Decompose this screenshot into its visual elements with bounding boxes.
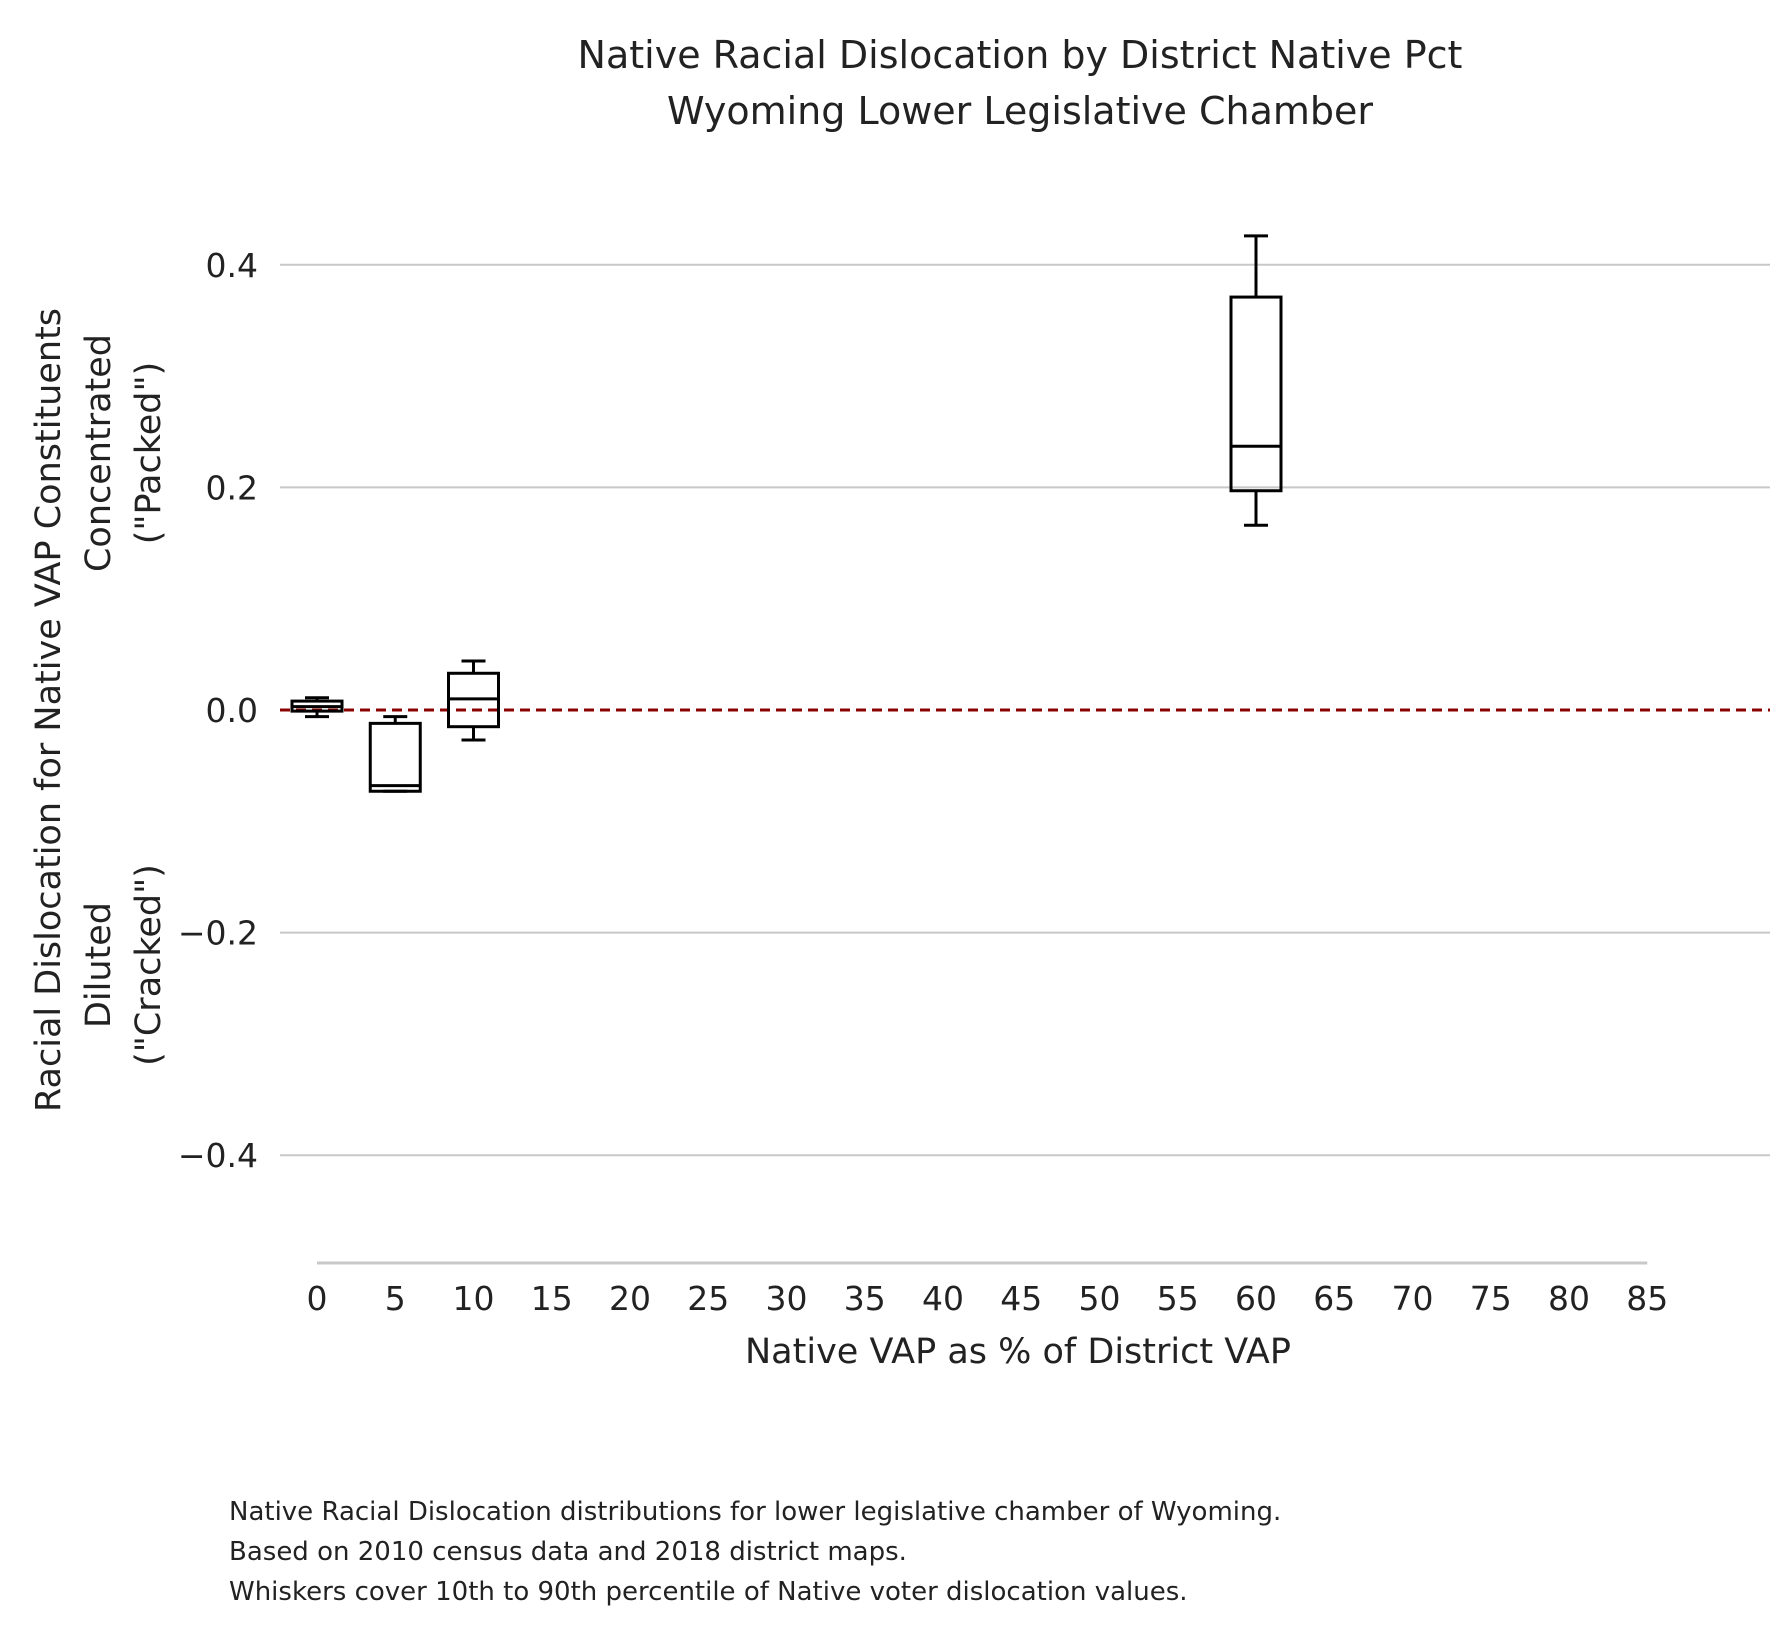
x-tick-label: 45 <box>1000 1279 1042 1318</box>
box-plot-10 <box>447 659 500 742</box>
y-axis-label-concentrated: Concentrated <box>79 334 119 572</box>
y-tick-label: 0.2 <box>206 468 258 507</box>
x-axis-label: Native VAP as % of District VAP <box>745 1332 1291 1372</box>
box-iqr <box>1229 295 1283 493</box>
x-tick-label: 80 <box>1548 1279 1590 1318</box>
x-tick-label: 65 <box>1313 1279 1355 1318</box>
caption-line-2: Based on 2010 census data and 2018 distr… <box>229 1537 907 1567</box>
caption-line-3: Whiskers cover 10th to 90th percentile o… <box>229 1577 1188 1607</box>
box-plot-5 <box>368 715 422 793</box>
y-tick-label: −0.4 <box>178 1136 258 1175</box>
chart-title-line-2: Wyoming Lower Legislative Chamber <box>667 89 1373 133</box>
x-tick-label: 0 <box>307 1279 328 1318</box>
x-tick-label: 40 <box>922 1279 964 1318</box>
x-tick-label: 85 <box>1626 1279 1668 1318</box>
y-axis-label-group: Racial Dislocation for Native VAP Consti… <box>29 308 169 1112</box>
x-tick-label: 70 <box>1392 1279 1434 1318</box>
x-tick-labels: 0 5 10 15 20 25 30 35 40 45 50 55 60 65 70 75 80 85 <box>307 1279 1669 1318</box>
x-tick-label: 35 <box>844 1279 886 1318</box>
y-axis-label: Racial Dislocation for Native VAP Consti… <box>29 308 69 1112</box>
y-tick-labels: 0.4 0.2 0.0 −0.2 −0.4 <box>178 246 258 1175</box>
y-tick-label: 0.4 <box>206 246 258 285</box>
y-tick-label: 0.0 <box>206 691 258 730</box>
x-tick-label: 20 <box>609 1279 651 1318</box>
x-tick-label: 75 <box>1470 1279 1512 1318</box>
y-axis-label-packed: ("Packed") <box>129 362 169 545</box>
box-iqr <box>368 721 422 793</box>
x-tick-label: 5 <box>385 1279 406 1318</box>
x-tick-label: 15 <box>531 1279 573 1318</box>
x-tick-label: 25 <box>687 1279 729 1318</box>
gridlines <box>280 263 1770 1157</box>
caption-line-1: Native Racial Dislocation distributions … <box>229 1497 1282 1527</box>
x-tick-label: 50 <box>1079 1279 1121 1318</box>
box-plot-0 <box>290 696 344 719</box>
chart-title-line-1: Native Racial Dislocation by District Na… <box>578 33 1463 77</box>
x-tick-label: 55 <box>1157 1279 1199 1318</box>
chart-caption: Native Racial Dislocation distributions … <box>229 1492 1281 1612</box>
x-tick-label: 30 <box>766 1279 808 1318</box>
x-tick-label: 60 <box>1235 1279 1277 1318</box>
box-plot-60 <box>1229 234 1283 527</box>
y-axis-label-diluted: Diluted <box>79 902 119 1028</box>
y-tick-label: −0.2 <box>178 914 258 953</box>
y-axis-label-cracked: ("Cracked") <box>129 864 169 1066</box>
x-tick-label: 10 <box>453 1279 495 1318</box>
box-plots <box>290 234 1283 793</box>
